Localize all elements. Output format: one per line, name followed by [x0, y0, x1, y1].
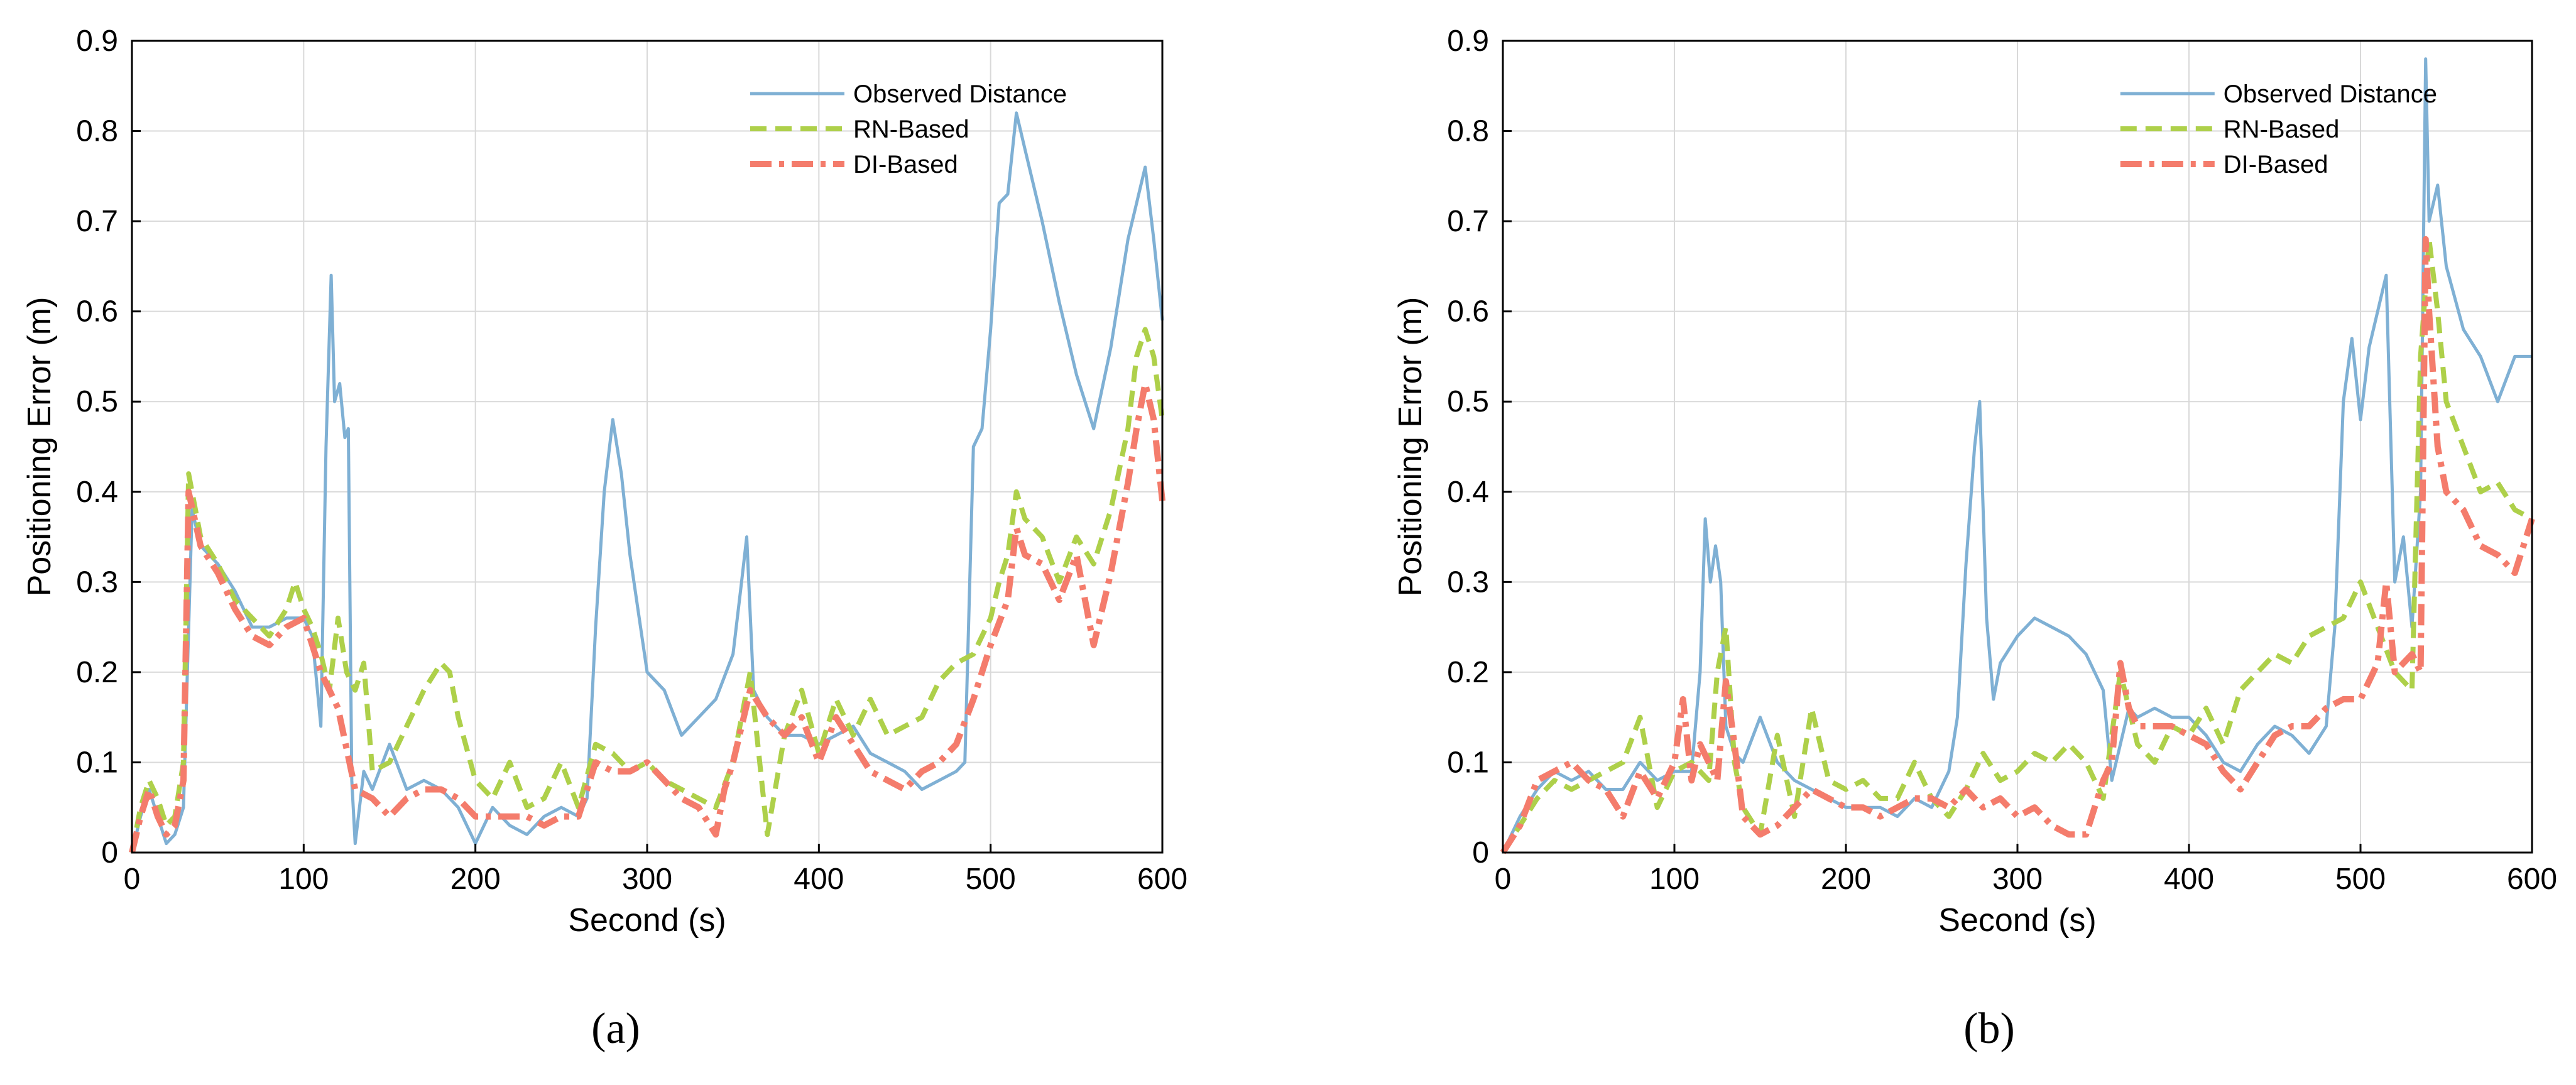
x-axis-label: Second (s) [568, 902, 726, 939]
y-tick-label: 0.7 [76, 205, 118, 238]
x-tick-label: 100 [278, 863, 329, 896]
series-line-rn-based [1500, 236, 2533, 854]
x-tick-label: 200 [1821, 863, 1871, 896]
x-axis-label: Second (s) [1938, 902, 2096, 939]
panel-caption: (a) [591, 1005, 640, 1053]
x-tick-label: 0 [124, 863, 141, 896]
y-tick-label: 0.1 [76, 746, 118, 779]
y-tick-label: 0.6 [1447, 295, 1489, 329]
y-tick-label: 0.3 [76, 565, 118, 599]
y-tick-label: 0.9 [76, 25, 118, 58]
series-line-di-based [1500, 236, 2535, 854]
legend: Observed Distance RN-Based DI-Based [2120, 80, 2437, 178]
y-tick-label: 0.8 [1447, 115, 1489, 148]
series-line-di-based [129, 380, 1165, 854]
panel-caption: (b) [1963, 1005, 2015, 1053]
y-tick-label: 0.6 [76, 295, 118, 329]
x-tick-label: 500 [966, 863, 1016, 896]
y-tick-label: 0.3 [1447, 565, 1489, 599]
y-tick-label: 0.2 [1447, 656, 1489, 689]
x-tick-label: 300 [622, 863, 672, 896]
y-tick-label: 0.8 [76, 115, 118, 148]
x-tick-label: 600 [1137, 863, 1187, 896]
x-tick-label: 400 [2164, 863, 2214, 896]
y-tick-label: 0.5 [1447, 385, 1489, 418]
y-tick-label: 0.9 [1447, 25, 1489, 58]
y-tick-label: 0.7 [1447, 205, 1489, 238]
chart-panel-b: 0 100 200 300 400 500 600 0 0.1 0.2 0.3 0.4 0.5 0.6 0.… [1392, 25, 2557, 1053]
x-tick-label: 500 [2335, 863, 2386, 896]
y-tick-label: 0.4 [1447, 476, 1489, 509]
x-tick-label: 0 [1495, 863, 1512, 896]
y-tick-label: 0.2 [76, 656, 118, 689]
x-tick-label: 200 [450, 863, 501, 896]
legend-label: Observed Distance [2224, 80, 2437, 108]
y-tick-label: 0 [1472, 836, 1489, 870]
y-tick-label: 0.1 [1447, 746, 1489, 779]
x-tick-label: 300 [1992, 863, 2043, 896]
legend-label: DI-Based [2224, 151, 2328, 178]
chart-panel-a: 0 100 200 300 400 500 600 0 0.1 0.2 0.3 0.4 0.5 0.6 0.… [21, 25, 1187, 1053]
x-tick-label: 600 [2507, 863, 2557, 896]
y-axis-label: Positioning Error (m) [21, 297, 58, 597]
legend: Observed Distance RN-Based DI-Based [750, 80, 1067, 178]
legend-label: DI-Based [853, 151, 958, 178]
legend-label: Observed Distance [853, 80, 1067, 108]
legend-label: RN-Based [853, 116, 969, 143]
y-tick-label: 0.5 [76, 385, 118, 418]
series-line-observed-distance [1501, 57, 2532, 854]
legend-label: RN-Based [2224, 116, 2340, 143]
y-axis-label: Positioning Error (m) [1392, 297, 1429, 597]
x-tick-label: 100 [1649, 863, 1700, 896]
series-line-rn-based [129, 327, 1165, 853]
y-tick-label: 0 [101, 836, 118, 870]
y-tick-label: 0.4 [76, 476, 118, 509]
x-tick-label: 400 [794, 863, 844, 896]
